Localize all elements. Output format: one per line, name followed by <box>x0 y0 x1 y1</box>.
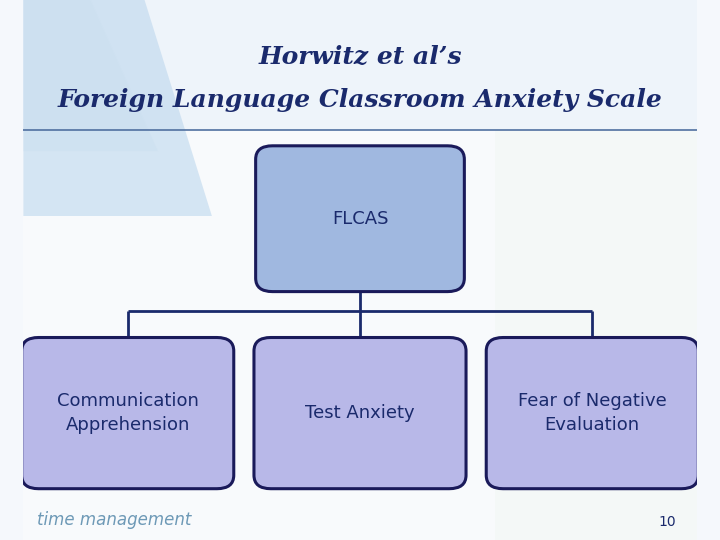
Text: FLCAS: FLCAS <box>332 210 388 228</box>
FancyBboxPatch shape <box>486 338 698 489</box>
Polygon shape <box>23 0 158 151</box>
Text: Fear of Negative
Evaluation: Fear of Negative Evaluation <box>518 392 667 434</box>
FancyBboxPatch shape <box>254 338 466 489</box>
Bar <box>495 130 697 540</box>
Polygon shape <box>23 0 212 216</box>
Text: time management: time management <box>37 511 192 529</box>
Text: 10: 10 <box>659 515 676 529</box>
FancyBboxPatch shape <box>22 338 234 489</box>
Text: Foreign Language Classroom Anxiety Scale: Foreign Language Classroom Anxiety Scale <box>58 88 662 112</box>
Bar <box>23 0 697 130</box>
Text: Communication
Apprehension: Communication Apprehension <box>57 392 199 434</box>
Text: Horwitz et al’s: Horwitz et al’s <box>258 45 462 69</box>
Text: Test Anxiety: Test Anxiety <box>305 404 415 422</box>
FancyBboxPatch shape <box>256 146 464 292</box>
